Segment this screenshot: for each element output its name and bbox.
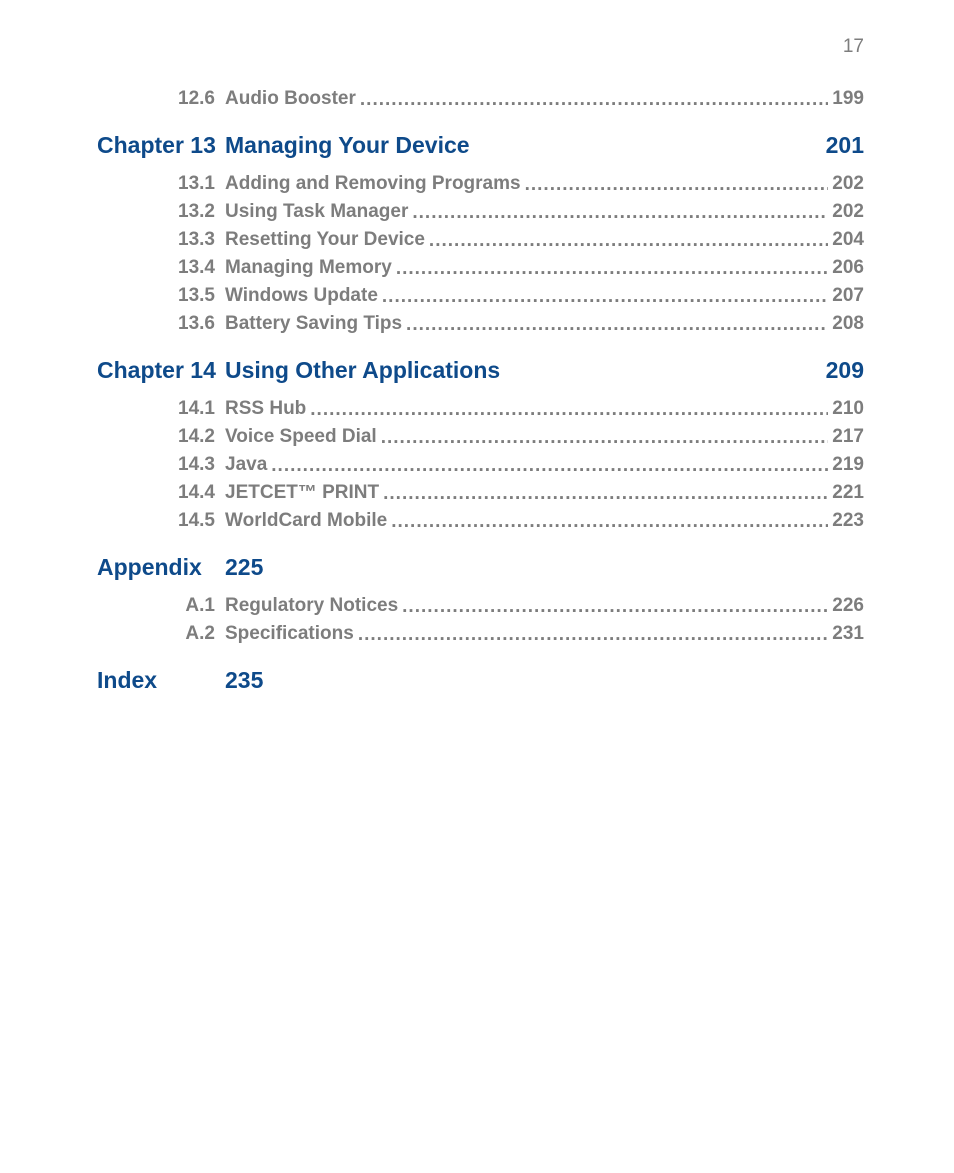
toc-sub-number: 13.6 [90,313,225,335]
toc-leader-dots [396,258,828,280]
toc-sub-title: RSS Hub [225,398,306,420]
toc-chapter-label: Chapter 13 [90,132,225,159]
toc-sub-number: 13.4 [90,257,225,279]
toc-sub-entry[interactable]: A.1 Regulatory Notices 226 [90,595,864,617]
toc-sub-page: 208 [832,313,864,335]
toc-sub-number: 14.1 [90,398,225,420]
toc-sub-number: 13.5 [90,285,225,307]
toc-leader-dots [525,174,829,196]
toc-leader-dots [391,511,828,533]
toc-sub-page: 223 [832,510,864,532]
toc-sub-entry[interactable]: A.2 Specifications 231 [90,623,864,645]
toc-sub-page: 207 [832,285,864,307]
toc-sub-title: Resetting Your Device [225,229,425,251]
toc-leader-dots [429,230,828,252]
toc-chapter-row[interactable]: Index 235 [90,667,864,694]
toc-sub-entry[interactable]: 12.6 Audio Booster 199 [90,88,864,110]
toc-sub-page: 226 [832,595,864,617]
toc-chapter-label: Appendix [90,554,225,581]
toc-sub-number: A.1 [90,595,225,617]
toc-chapter-row[interactable]: Chapter 14 Using Other Applications 209 [90,357,864,384]
toc-chapter-title: 225 [225,554,864,581]
toc-sub-page: 219 [832,454,864,476]
toc-sub-title: Using Task Manager [225,201,408,223]
toc-leader-dots [358,624,828,646]
toc-chapter-label: Chapter 14 [90,357,225,384]
toc-sub-number: 14.2 [90,426,225,448]
toc-sub-entry[interactable]: 13.3 Resetting Your Device 204 [90,229,864,251]
toc-sub-page: 202 [832,201,864,223]
toc-sub-title: Adding and Removing Programs [225,173,521,195]
toc-sub-entry[interactable]: 14.3 Java 219 [90,454,864,476]
toc-sub-number: 13.2 [90,201,225,223]
toc-sub-page: 231 [832,623,864,645]
toc-sub-number: 13.1 [90,173,225,195]
toc-sub-title: Battery Saving Tips [225,313,402,335]
toc-leader-dots [360,89,828,111]
toc-sub-entry[interactable]: 13.2 Using Task Manager 202 [90,201,864,223]
toc-sub-number: 13.3 [90,229,225,251]
toc-sub-title: Windows Update [225,285,378,307]
toc-sub-title: Specifications [225,623,354,645]
toc-chapter-page: 201 [826,132,864,159]
toc-sub-page: 199 [832,88,864,110]
toc-sub-number: 12.6 [90,88,225,110]
page-number: 17 [843,36,864,58]
toc-leader-dots [402,596,828,618]
toc-chapter-title: Managing Your Device [225,132,826,159]
toc-sub-page: 221 [832,482,864,504]
toc-sub-title: JETCET™ PRINT [225,482,379,504]
toc-leader-dots [271,455,828,477]
toc-leader-dots [381,427,829,449]
toc-sub-title: Audio Booster [225,88,356,110]
toc-sub-title: Java [225,454,267,476]
toc-sub-entry[interactable]: 13.6 Battery Saving Tips 208 [90,313,864,335]
toc-chapter-title: 235 [225,667,864,694]
toc-chapter-title: Using Other Applications [225,357,826,384]
toc-sub-title: Voice Speed Dial [225,426,377,448]
toc-sub-title: WorldCard Mobile [225,510,387,532]
toc-chapter-label: Index [90,667,225,694]
toc-sub-entry[interactable]: 13.4 Managing Memory 206 [90,257,864,279]
toc-sub-page: 206 [832,257,864,279]
toc-sub-entry[interactable]: 13.5 Windows Update 207 [90,285,864,307]
toc-leader-dots [310,399,828,421]
table-of-contents: 12.6 Audio Booster 199 Chapter 13 Managi… [90,88,864,694]
toc-leader-dots [382,286,828,308]
toc-sub-page: 204 [832,229,864,251]
toc-sub-number: 14.4 [90,482,225,504]
toc-sub-page: 210 [832,398,864,420]
toc-sub-page: 202 [832,173,864,195]
toc-sub-entry[interactable]: 14.4 JETCET™ PRINT 221 [90,482,864,504]
toc-chapter-row[interactable]: Appendix 225 [90,554,864,581]
toc-sub-page: 217 [832,426,864,448]
toc-sub-entry[interactable]: 13.1 Adding and Removing Programs 202 [90,173,864,195]
toc-sub-entry[interactable]: 14.1 RSS Hub 210 [90,398,864,420]
toc-leader-dots [406,314,828,336]
toc-sub-entry[interactable]: 14.5 WorldCard Mobile 223 [90,510,864,532]
toc-leader-dots [412,202,828,224]
toc-sub-number: 14.3 [90,454,225,476]
toc-sub-number: 14.5 [90,510,225,532]
toc-sub-title: Managing Memory [225,257,392,279]
toc-sub-entry[interactable]: 14.2 Voice Speed Dial 217 [90,426,864,448]
toc-chapter-page: 209 [826,357,864,384]
toc-sub-title: Regulatory Notices [225,595,398,617]
toc-chapter-row[interactable]: Chapter 13 Managing Your Device 201 [90,132,864,159]
toc-leader-dots [383,483,828,505]
toc-sub-number: A.2 [90,623,225,645]
